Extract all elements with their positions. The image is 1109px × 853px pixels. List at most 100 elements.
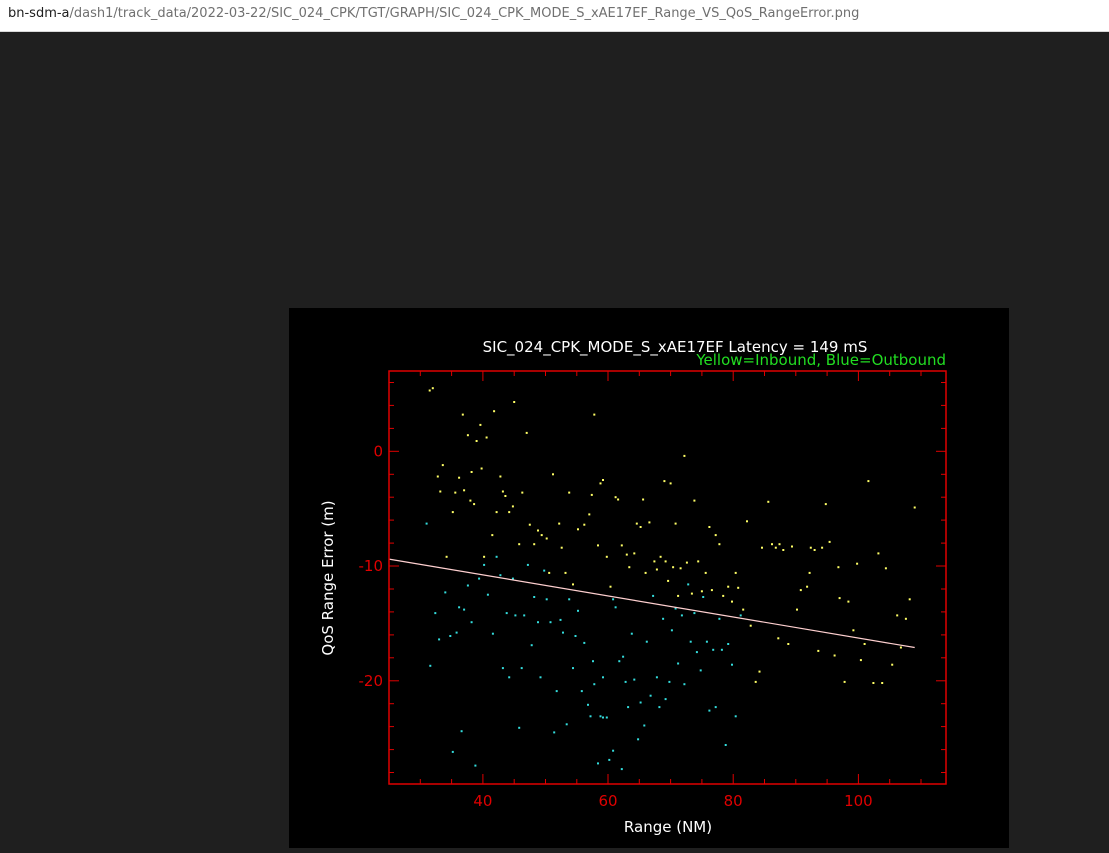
inbound-point — [451, 511, 454, 514]
inbound-point — [552, 473, 554, 476]
inbound-point — [504, 495, 507, 497]
inbound-point — [813, 549, 816, 551]
outbound-point — [664, 698, 667, 701]
outbound-point — [593, 683, 596, 686]
outbound-point — [683, 683, 686, 686]
outbound-point — [645, 640, 648, 643]
inbound-point — [667, 579, 670, 582]
inbound-point — [609, 585, 612, 588]
inbound-point — [782, 549, 785, 551]
inbound-point — [593, 413, 596, 416]
outbound-point — [568, 598, 571, 601]
y-tick-label: 0 — [373, 442, 383, 460]
inbound-point — [891, 663, 894, 666]
inbound-point — [896, 614, 899, 617]
inbound-point — [679, 567, 682, 570]
inbound-point — [799, 589, 802, 592]
inbound-point — [639, 526, 642, 528]
address-bar[interactable]: bn-sdm-a/dash1/track_data/2022-03-22/SIC… — [0, 0, 1109, 32]
inbound-point — [863, 643, 866, 645]
inbound-point — [710, 589, 713, 592]
inbound-point — [881, 682, 884, 684]
inbound-point — [644, 571, 647, 574]
inbound-point — [458, 476, 461, 479]
inbound-point — [499, 475, 502, 478]
outbound-point — [559, 618, 562, 621]
inbound-point — [908, 598, 911, 601]
inbound-point — [518, 543, 521, 546]
outbound-point — [620, 768, 623, 771]
inbound-point — [796, 608, 798, 611]
inbound-point — [847, 600, 850, 603]
ticks-layer: 40 60 80 100 0 -10 -20 — [359, 371, 946, 810]
outbound-point — [466, 584, 469, 587]
inbound-point — [454, 491, 457, 494]
url-host: bn-sdm-a — [8, 6, 70, 21]
outbound-point — [597, 762, 599, 765]
inbound-point — [605, 555, 608, 558]
outbound-point — [680, 614, 683, 617]
chart-image: SIC_024_CPK_MODE_S_xAE17EF Latency = 149… — [289, 308, 1009, 848]
inbound-point — [548, 571, 551, 574]
outbound-point — [580, 690, 583, 693]
inbound-point — [809, 546, 812, 549]
inbound-point — [545, 537, 548, 540]
outbound-point — [718, 617, 721, 620]
outbound-point — [602, 676, 604, 679]
inbound-point — [511, 505, 514, 508]
outbound-point — [705, 640, 708, 643]
outbound-point — [499, 574, 502, 577]
outbound-point — [689, 640, 692, 643]
outbound-point — [639, 701, 642, 704]
inbound-point — [704, 571, 707, 574]
inbound-point — [838, 597, 841, 600]
inbound-point — [436, 475, 439, 478]
outbound-point — [565, 723, 568, 726]
inbound-point — [470, 471, 473, 473]
inbound-point — [501, 490, 504, 493]
inbound-point — [533, 543, 536, 546]
inbound-point — [778, 543, 781, 546]
inbound-point — [690, 592, 693, 595]
outbound-point — [637, 738, 640, 741]
x-axis-label: Range (NM) — [624, 818, 712, 836]
outbound-point — [612, 598, 615, 601]
x-tick-label: 60 — [598, 792, 617, 810]
outbound-point — [605, 716, 608, 719]
inbound-point — [590, 493, 593, 496]
inbound-point — [521, 491, 524, 494]
inbound-point — [614, 496, 617, 499]
inbound-point — [685, 561, 688, 564]
outbound-point — [589, 715, 592, 718]
outbound-point — [562, 631, 564, 634]
inbound-point — [537, 529, 539, 532]
outbound-point — [449, 635, 452, 637]
inbound-point — [806, 585, 809, 588]
outbound-point — [714, 706, 717, 709]
inbound-point — [493, 410, 496, 413]
outbound-point — [622, 655, 625, 658]
inbound-point — [642, 498, 645, 501]
outbound-point — [530, 644, 533, 647]
url-text[interactable]: bn-sdm-a/dash1/track_data/2022-03-22/SIC… — [8, 6, 859, 21]
inbound-point — [708, 526, 711, 528]
inbound-point — [441, 464, 444, 467]
inbound-point — [734, 571, 737, 574]
outbound-point — [712, 648, 715, 651]
inbound-point — [653, 560, 656, 563]
outbound-point — [483, 563, 486, 566]
outbound-point — [649, 694, 652, 697]
inbound-point — [877, 552, 880, 555]
outbound-point — [533, 596, 536, 598]
inbound-point — [664, 560, 667, 563]
inbound-point — [672, 566, 675, 569]
inbound-point — [722, 594, 725, 597]
inbound-point — [828, 540, 831, 543]
outbound-point — [543, 569, 546, 572]
inbound-point — [602, 479, 604, 481]
trend-line — [388, 558, 915, 649]
outbound-point — [658, 706, 661, 709]
chart-title: SIC_024_CPK_MODE_S_xAE17EF Latency = 149… — [483, 338, 868, 357]
inbound-point — [808, 571, 811, 574]
inbound-point — [597, 544, 599, 547]
